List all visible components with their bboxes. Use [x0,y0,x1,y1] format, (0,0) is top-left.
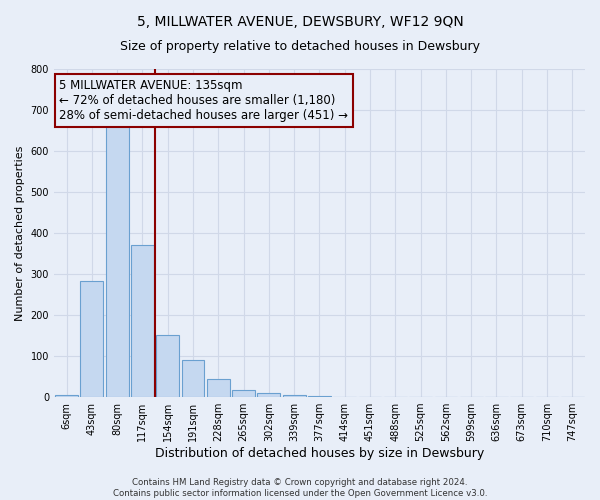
Y-axis label: Number of detached properties: Number of detached properties [15,146,25,320]
Text: Size of property relative to detached houses in Dewsbury: Size of property relative to detached ho… [120,40,480,53]
Bar [283,395,305,397]
Bar [106,126,128,397]
Text: 5 MILLWATER AVENUE: 135sqm
← 72% of detached houses are smaller (1,180)
28% of s: 5 MILLWATER AVENUE: 135sqm ← 72% of deta… [59,79,348,122]
Bar [55,395,78,397]
Bar [257,393,280,397]
Bar [80,281,103,397]
Bar [131,246,154,397]
Bar [157,334,179,397]
X-axis label: Distribution of detached houses by size in Dewsbury: Distribution of detached houses by size … [155,447,484,460]
Text: Contains HM Land Registry data © Crown copyright and database right 2024.
Contai: Contains HM Land Registry data © Crown c… [113,478,487,498]
Bar [232,390,255,397]
Bar [182,360,205,397]
Bar [207,380,230,397]
Bar [308,396,331,397]
Text: 5, MILLWATER AVENUE, DEWSBURY, WF12 9QN: 5, MILLWATER AVENUE, DEWSBURY, WF12 9QN [137,15,463,29]
